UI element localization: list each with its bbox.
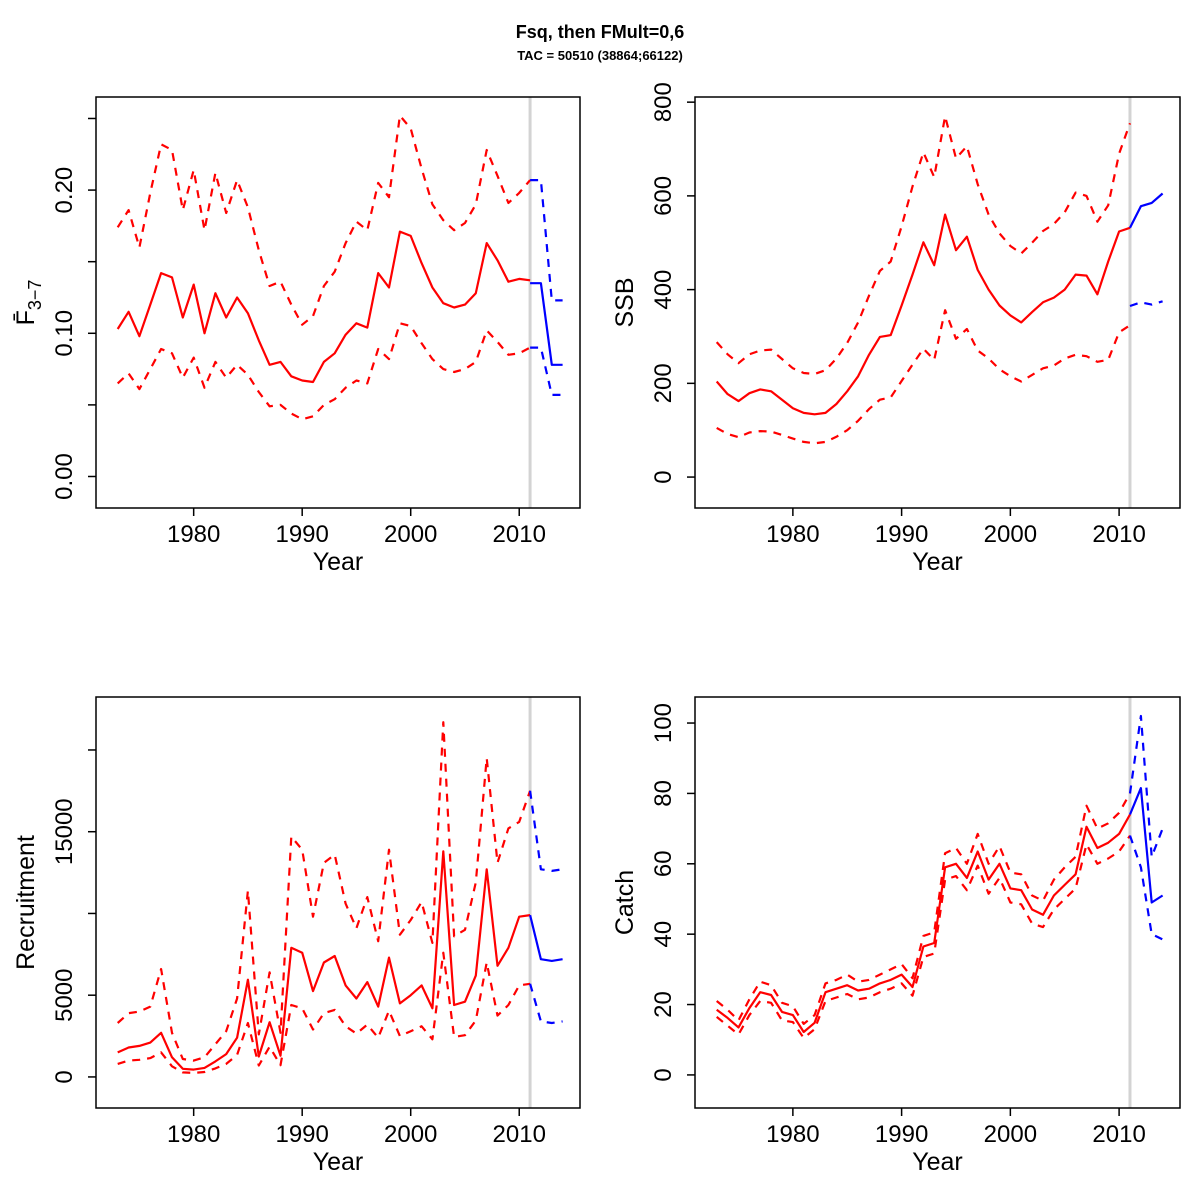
ssb-y-tick-label: 400 [650, 270, 677, 310]
ssb-y-tick-label: 200 [650, 363, 677, 403]
fbar-x-tick-label: 1980 [167, 521, 220, 548]
recruitment-forecast-lower-ci-line [529, 983, 563, 1025]
recruitment-lower-ci-line [117, 951, 531, 1075]
fbar-x-tick-label: 2010 [493, 521, 546, 548]
recruitment-forecast-median-line [529, 914, 563, 963]
fbar-y-tick-label: 0.00 [51, 453, 78, 500]
recruitment-x-tick-label: 2010 [493, 1121, 546, 1148]
catch-x-axis-label: Year [912, 1148, 963, 1176]
recruitment-y-axis-label: Recruitment [12, 835, 40, 970]
recruitment-x-tick-label: 1980 [167, 1121, 220, 1148]
panel-ssb: 1980 1990 2000 2010 0 200 400 600 800 Year SSB [611, 82, 1181, 576]
ssb-y-tick-label: 0 [650, 470, 677, 483]
ssb-lower-ci-line [716, 309, 1131, 445]
plot-title: Fsq, then FMult=0,6 [515, 22, 685, 42]
ssb-plot-box [694, 96, 1181, 509]
fbar-y-axis-label: F̄3−7 [12, 280, 45, 326]
panel-catch: 1980 1990 2000 2010 0 20 40 60 80 100 Year Catch [611, 696, 1181, 1176]
recruitment-upper-ci-line [116, 721, 532, 1062]
catch-y-tick-label: 0 [650, 1068, 677, 1081]
ssb-forecast-lower-ci-line [1129, 300, 1163, 308]
catch-y-tick-label: 80 [650, 780, 677, 807]
catch-lower-ci-line [716, 834, 1131, 1040]
catch-y-tick-label: 20 [650, 991, 677, 1018]
recruitment-y-tick-label: 15000 [51, 798, 78, 865]
recruitment-y-tick-label: 5000 [51, 969, 78, 1022]
fbar-plot-box [95, 96, 581, 509]
recruitment-y-tick-label: 0 [51, 1070, 78, 1083]
catch-x-tick-label: 1990 [875, 1121, 928, 1148]
recruitment-x-tick-label: 2000 [384, 1121, 437, 1148]
recruitment-x-tick-label: 1990 [275, 1121, 328, 1148]
fbar-forecast-median-line [530, 282, 563, 366]
fbar-x-tick-label: 2000 [384, 521, 437, 548]
ssb-x-tick-label: 2000 [984, 521, 1037, 548]
catch-plot-box [694, 696, 1181, 1109]
catch-forecast-median-line [1128, 786, 1164, 904]
ssb-y-tick-label: 600 [650, 176, 677, 216]
catch-y-tick-label: 100 [650, 703, 677, 743]
plot-subtitle: TAC = 50510 (38864;66122) [517, 48, 683, 63]
fbar-x-axis-label: Year [313, 548, 364, 576]
fbar-y-tick-label: 0.20 [51, 167, 78, 214]
fbar-upper-ci-line [116, 114, 531, 326]
catch-y-axis-label: Catch [611, 870, 639, 935]
catch-x-tick-label: 2000 [984, 1121, 1037, 1148]
ssb-y-axis-label: SSB [611, 277, 639, 327]
fbar-median-line [116, 230, 531, 384]
recruitment-median-line [117, 850, 531, 1071]
catch-median-line [716, 813, 1131, 1034]
ssb-x-tick-label: 2010 [1092, 521, 1145, 548]
catch-upper-ci-line [716, 792, 1131, 1026]
ssb-y-tick-label: 800 [650, 82, 677, 122]
panel-recruitment: 1980 1990 2000 2010 0 5000 15000 Year Recruitmen… [12, 696, 581, 1176]
ssb-x-axis-label: Year [912, 548, 963, 576]
catch-y-tick-label: 60 [650, 850, 677, 877]
ssb-forecast-median-line [1129, 192, 1164, 229]
catch-y-tick-label: 40 [650, 921, 677, 948]
recruitment-forecast-upper-ci-line [529, 790, 563, 873]
fbar-forecast-upper-ci-line [530, 179, 563, 302]
recruitment-plot-box [95, 696, 581, 1109]
fbar-lower-ci-line [116, 322, 531, 421]
fbar-x-tick-label: 1990 [275, 521, 328, 548]
fbar-forecast-lower-ci-line [530, 346, 563, 396]
catch-forecast-lower-ci-line [1128, 835, 1164, 941]
catch-x-tick-label: 1980 [766, 1121, 819, 1148]
recruitment-x-axis-label: Year [313, 1148, 364, 1176]
ssb-x-tick-label: 1980 [766, 521, 819, 548]
catch-x-tick-label: 2010 [1092, 1121, 1145, 1148]
ssb-median-line [715, 213, 1131, 416]
ssb-x-tick-label: 1990 [875, 521, 928, 548]
fbar-y-tick-label: 0.10 [51, 310, 78, 357]
panel-fbar: 1980 1990 2000 2010 0.00 0.10 0.20 Year F̄3−7 [12, 96, 581, 576]
